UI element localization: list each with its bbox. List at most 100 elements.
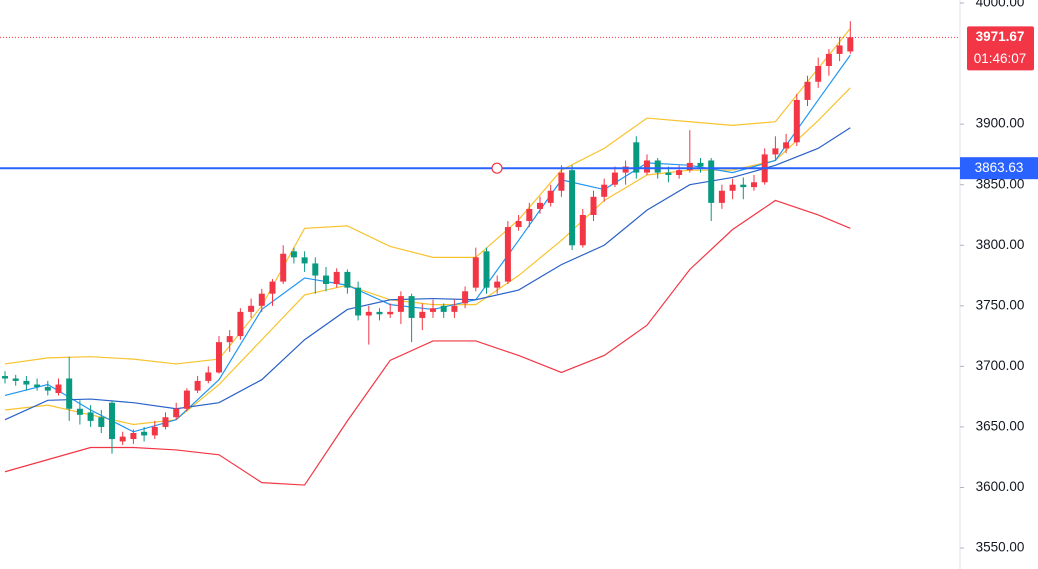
candle-body xyxy=(504,227,511,282)
candle-body xyxy=(226,336,233,343)
candle-body xyxy=(55,384,62,394)
candle-body xyxy=(697,162,704,167)
candle-body xyxy=(740,184,747,188)
indicator-line xyxy=(4,28,851,365)
candle-body xyxy=(408,296,415,318)
candle-body xyxy=(815,66,822,82)
hline-label: 3863.63 xyxy=(975,160,1024,175)
candle-body xyxy=(751,182,757,188)
candle-body xyxy=(440,305,447,312)
y-tick-label: 3750.00 xyxy=(976,297,1025,312)
candle-body xyxy=(483,251,490,288)
candle-body xyxy=(365,311,372,316)
candle-body xyxy=(312,263,319,276)
candle-body xyxy=(2,376,8,379)
candle-body xyxy=(729,184,736,191)
candle-body xyxy=(301,257,308,264)
candle-body xyxy=(173,408,180,418)
candle-body xyxy=(793,99,800,143)
candle-body xyxy=(194,380,201,391)
candle-body xyxy=(269,281,276,294)
candle-body xyxy=(451,305,458,312)
y-tick-label: 3800.00 xyxy=(976,237,1025,252)
candle-body xyxy=(290,251,297,258)
candle-body xyxy=(783,142,790,149)
candle-body xyxy=(836,45,843,54)
candle-body xyxy=(622,166,629,173)
candle-body xyxy=(323,275,329,285)
countdown-label: 01:46:07 xyxy=(974,51,1027,66)
candle-body xyxy=(472,257,479,288)
indicator-line xyxy=(4,127,851,421)
candle-body xyxy=(515,221,522,228)
candle-body xyxy=(109,402,115,440)
y-tick-label: 3600.00 xyxy=(976,479,1025,494)
candle-body xyxy=(526,208,533,222)
candle-body xyxy=(44,386,51,391)
last-price-box xyxy=(967,26,1034,71)
candle-body xyxy=(119,436,126,442)
candle-body xyxy=(183,390,190,409)
candle-body xyxy=(258,293,265,306)
candle-body xyxy=(376,311,383,315)
candle-body xyxy=(633,142,640,173)
candle-body xyxy=(601,184,608,197)
candle-body xyxy=(547,190,554,203)
candle-body xyxy=(355,287,362,316)
candle-body xyxy=(686,162,693,171)
last-price-label: 3971.67 xyxy=(976,29,1025,44)
candle-body xyxy=(644,160,650,173)
y-tick-label: 3900.00 xyxy=(976,116,1025,131)
candle-body xyxy=(216,342,222,373)
candle-body xyxy=(419,311,426,318)
line-handle xyxy=(491,162,503,174)
candle-body xyxy=(333,271,340,285)
candle-body xyxy=(804,81,811,100)
candle-body xyxy=(430,308,436,312)
candle-body xyxy=(141,431,148,436)
candle-body xyxy=(248,305,255,312)
candle-body xyxy=(654,160,661,173)
candle-body xyxy=(847,37,854,52)
y-tick-label: 3550.00 xyxy=(976,540,1025,555)
candle-body xyxy=(611,172,618,185)
candle-body xyxy=(397,296,404,312)
candle-body xyxy=(579,214,586,246)
candle-body xyxy=(718,190,725,203)
y-tick-label: 3650.00 xyxy=(976,418,1025,433)
candle-body xyxy=(344,271,351,288)
candle-body xyxy=(387,311,394,315)
candle-body xyxy=(676,170,683,176)
y-tick-label: 3700.00 xyxy=(976,358,1025,373)
hline-label-box xyxy=(960,157,1038,180)
indicator-line xyxy=(4,54,851,433)
y-tick-label: 4000.00 xyxy=(976,0,1025,10)
candle-body xyxy=(708,160,715,203)
candle-body xyxy=(34,384,41,387)
candle-body xyxy=(98,417,105,427)
candle-body xyxy=(205,372,212,381)
candle-body xyxy=(12,378,19,381)
y-tick-label: 3850.00 xyxy=(976,176,1025,191)
candle-body xyxy=(66,378,73,409)
candle-body xyxy=(130,432,137,440)
candle-body xyxy=(151,426,158,436)
candle-body xyxy=(87,412,94,421)
candle-body xyxy=(537,202,543,209)
candle-body xyxy=(76,408,83,415)
candle-body xyxy=(162,417,169,427)
indicator-line xyxy=(4,199,851,486)
candle-body xyxy=(825,53,832,67)
candle-body xyxy=(558,172,565,191)
candle-body xyxy=(494,281,501,288)
candle-body xyxy=(23,380,30,385)
candle-body xyxy=(569,170,576,246)
candle-body xyxy=(462,291,469,304)
candle-body xyxy=(772,148,779,155)
candle-body xyxy=(237,311,244,337)
candle-body xyxy=(590,196,597,215)
candle-body xyxy=(665,172,672,176)
candle-body xyxy=(280,253,287,282)
